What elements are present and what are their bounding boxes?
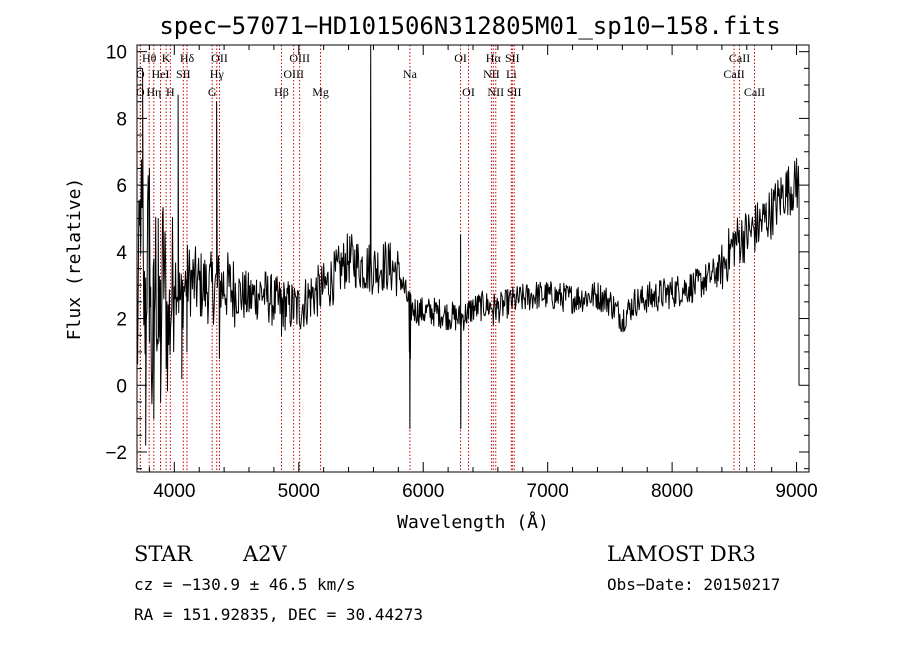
line-label: NII (487, 85, 504, 99)
line-label: SII (505, 51, 520, 65)
y-tick-labels: −2 0 2 4 6 8 10 (105, 43, 127, 464)
survey-name: LAMOST DR3 (607, 542, 756, 566)
line-label: OI (462, 85, 475, 99)
line-label: K (162, 51, 171, 65)
object-subclass: A2V (242, 542, 288, 566)
line-label: O (136, 85, 145, 99)
plot-frame (136, 44, 810, 473)
line-label: SII (507, 85, 522, 99)
observation-date: Obs−Date: 20150217 (607, 575, 780, 594)
line-label: Na (403, 67, 418, 81)
line-label: Hα (486, 51, 502, 65)
line-label: O (136, 67, 145, 81)
x-tick-label: 4000 (153, 481, 195, 502)
line-label: Hβ (274, 85, 289, 99)
line-label: Hθ (142, 51, 157, 65)
y-tick-label: 10 (106, 43, 127, 64)
line-label: OIII (283, 67, 304, 81)
x-tick-label: 5000 (278, 481, 320, 502)
x-tick-labels: 4000 5000 6000 7000 8000 9000 (153, 481, 818, 502)
line-label: OII (211, 51, 228, 65)
line-label: CaII (723, 67, 744, 81)
line-label: H (166, 85, 175, 99)
line-label: Hδ (180, 51, 195, 65)
y-axis-label: Flux (relative) (64, 178, 85, 341)
x-tick-label: 6000 (402, 481, 444, 502)
line-label: CaII (744, 85, 765, 99)
x-tick-label: 7000 (527, 481, 569, 502)
object-class: STAR (134, 542, 193, 566)
x-tick-label: 8000 (651, 481, 693, 502)
line-label: OI (454, 51, 467, 65)
line-label: Li (506, 67, 517, 81)
line-markers (139, 45, 755, 472)
line-label: Mg (312, 85, 329, 99)
y-tick-label: 2 (116, 310, 127, 331)
ra-dec: RA = 151.92835, DEC = 30.44273 (134, 605, 423, 624)
chart-title: spec−57071−HD101506N312805M01_sp10−158.f… (159, 12, 780, 40)
y-tick-label: −2 (105, 443, 127, 464)
x-axis-label: Wavelength (Å) (397, 511, 549, 533)
axis-ticks (137, 45, 809, 472)
redshift-cz: cz = −130.9 ± 46.5 km/s (134, 575, 356, 594)
y-tick-label: 6 (116, 176, 127, 197)
y-tick-label: 0 (116, 376, 127, 397)
y-tick-label: 8 (116, 109, 127, 130)
line-label: G (208, 85, 217, 99)
spectrum-line (136, 45, 800, 446)
line-label: NII (483, 67, 500, 81)
line-label: OIII (289, 51, 310, 65)
x-tick-label: 9000 (775, 481, 817, 502)
line-label: CaII (729, 51, 750, 65)
line-label: Hη (146, 85, 161, 99)
y-tick-label: 4 (116, 243, 127, 264)
line-label: Hγ (210, 67, 225, 81)
line-label: SII (176, 67, 191, 81)
line-label: HeI (152, 67, 170, 81)
